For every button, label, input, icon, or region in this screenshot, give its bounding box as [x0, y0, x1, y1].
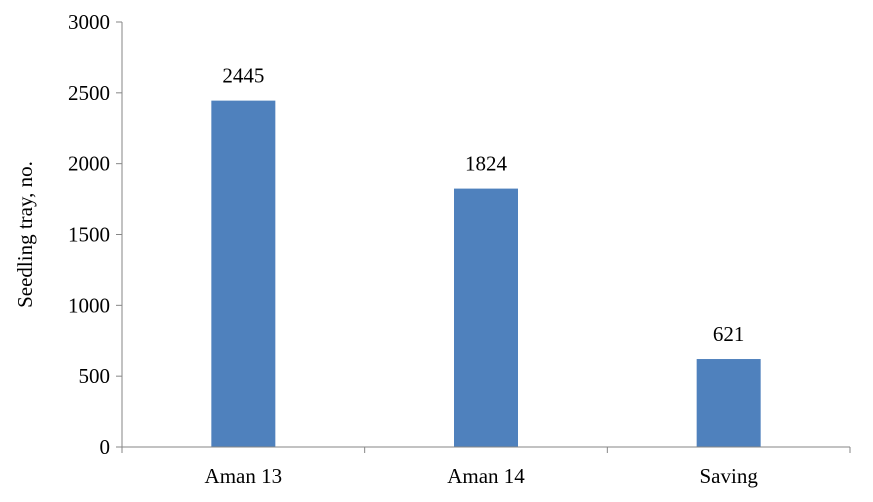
bar-aman-13 [211, 100, 276, 447]
y-tick-label: 1500 [68, 223, 110, 247]
y-tick-label: 0 [100, 435, 111, 459]
x-tick-label: Aman 13 [205, 464, 283, 488]
y-tick-label: 1000 [68, 293, 110, 317]
x-tick-label: Saving [699, 464, 758, 488]
data-label: 1824 [465, 152, 508, 176]
y-tick-label: 500 [79, 364, 111, 388]
y-axis-ticks: 0 500 1000 1500 2000 2500 3000 [68, 10, 851, 459]
data-label: 2445 [222, 64, 264, 88]
y-tick-label: 3000 [68, 10, 110, 34]
x-axis-tick-labels: Aman 13 Aman 14 Saving [205, 464, 759, 488]
x-tick-label: Aman 14 [447, 464, 525, 488]
bar-aman-14 [454, 188, 518, 447]
bar-saving [696, 359, 761, 447]
y-tick-label: 2000 [68, 152, 110, 176]
data-labels: 2445 1824 621 [222, 64, 744, 346]
data-label: 621 [713, 322, 745, 346]
y-tick-label: 2500 [68, 81, 110, 105]
bars [211, 100, 761, 447]
y-axis-title: Seedling tray, no. [13, 161, 37, 308]
